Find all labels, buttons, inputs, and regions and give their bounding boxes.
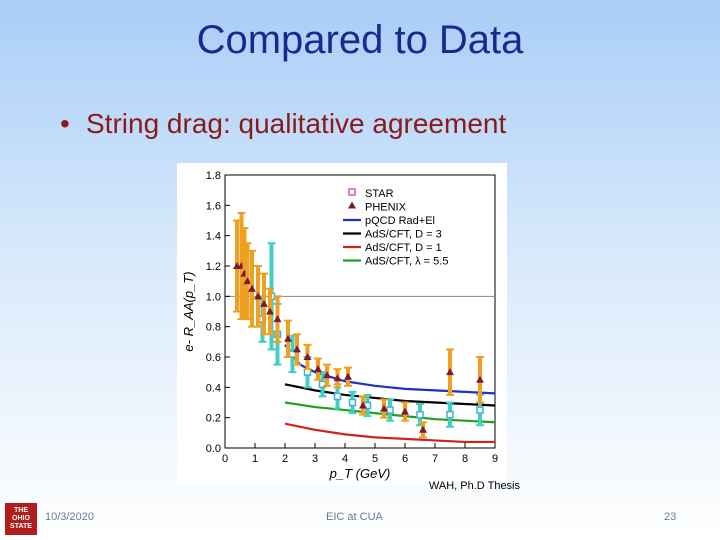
logo-line: OHIO	[12, 515, 30, 522]
y-axis-label: e- R_AA(p_T)	[181, 271, 196, 351]
data-point	[476, 375, 484, 383]
data-point	[248, 284, 256, 292]
data-point	[273, 315, 282, 323]
data-point	[323, 371, 331, 379]
y-tick-label: 1.8	[206, 170, 221, 182]
data-point	[476, 406, 484, 414]
x-tick-label: 0	[222, 453, 228, 465]
data-point	[348, 398, 357, 407]
y-tick-label: 1.2	[206, 261, 221, 273]
footer-center: EIC at CUA	[326, 511, 383, 523]
y-tick-label: 0.8	[206, 322, 221, 334]
y-tick-label: 0.2	[206, 413, 221, 425]
y-tick-label: 0.0	[206, 443, 221, 455]
x-axis-label: p_T (GeV)	[329, 466, 391, 481]
data-point	[380, 404, 388, 412]
y-tick-label: 0.4	[206, 382, 221, 394]
chart-figure: 0 1 2 3 4 5 6 7 8 9 0.0 0.2 0.4 0.6 0.8 1.0 1.2 1.4 1.6 1.8…	[177, 163, 507, 485]
page-number: 23	[664, 511, 677, 523]
x-tick-label: 3	[312, 453, 318, 465]
logo-line: THE	[14, 507, 28, 514]
data-point	[333, 392, 342, 401]
series-line	[284, 422, 495, 444]
data-point	[344, 372, 352, 380]
y-tick-label: 1.4	[206, 231, 221, 243]
x-tick-label: 1	[252, 453, 258, 465]
university-logo: THE OHIO STATE	[5, 503, 37, 535]
slide-title: Compared to Data	[196, 18, 524, 62]
data-point	[260, 299, 268, 307]
data-point	[284, 334, 292, 342]
data-point	[419, 425, 427, 433]
data-point	[446, 410, 454, 419]
legend-label: STAR	[365, 188, 394, 200]
figure-caption: WAH, Ph.D Thesis	[428, 480, 520, 492]
data-point	[303, 353, 312, 360]
data-point	[293, 345, 301, 353]
legend-label: AdS/CFT, D = 3	[365, 229, 442, 241]
data-point	[243, 277, 252, 285]
legend-label: PHENIX	[365, 202, 407, 214]
x-tick-label: 4	[342, 453, 348, 465]
data-point	[359, 401, 367, 409]
data-point	[314, 365, 322, 373]
x-tick-label: 7	[432, 453, 438, 465]
legend-label: AdS/CFT, D = 1	[365, 242, 442, 254]
x-tick-label: 2	[282, 453, 288, 465]
bullet-marker: •	[60, 108, 70, 139]
logo-line: STATE	[10, 523, 32, 530]
chart-svg: 0 1 2 3 4 5 6 7 8 9 0.0 0.2 0.4 0.6 0.8 1.0 1.2 1.4 1.6 1.8…	[181, 170, 498, 481]
bullet-point: • String drag: qualitative agreement	[60, 108, 506, 140]
legend-marker	[348, 188, 356, 196]
x-tick-label: 8	[462, 453, 468, 465]
data-point	[416, 410, 424, 419]
data-point	[446, 368, 454, 376]
data-point	[333, 374, 342, 382]
x-tick-label: 9	[492, 453, 498, 465]
x-tick-label: 6	[402, 453, 408, 465]
data-point	[266, 307, 274, 315]
series-line	[284, 344, 496, 395]
legend-marker	[348, 201, 356, 209]
legend-label: pQCD Rad+El	[365, 215, 435, 227]
x-tick-label: 5	[372, 453, 378, 465]
legend-label: AdS/CFT, λ = 5.5	[365, 256, 448, 268]
data-point	[401, 407, 409, 415]
footer-date: 10/3/2020	[45, 511, 94, 523]
y-tick-label: 1.6	[206, 200, 221, 212]
data-point	[254, 292, 262, 300]
bullet-text: String drag: qualitative agreement	[86, 108, 507, 139]
y-tick-label: 0.6	[206, 352, 221, 364]
y-tick-label: 1.0	[206, 291, 221, 303]
data-point	[386, 406, 394, 414]
